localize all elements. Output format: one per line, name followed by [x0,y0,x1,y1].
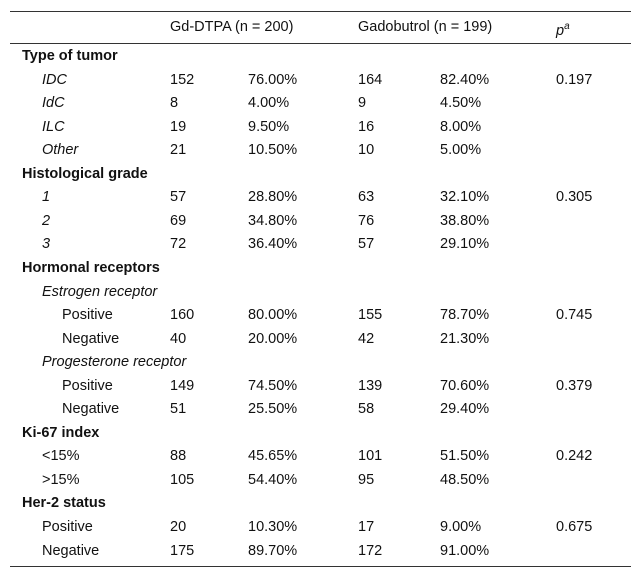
data-cell: 149 [170,377,195,394]
data-cell: 0.675 [556,519,593,535]
data-cell: 10.30% [248,519,298,535]
data-cell: 0.379 [556,377,593,394]
section-title: Type of tumor [22,48,118,64]
data-cell: 88 [170,448,187,465]
header-rule [10,43,631,44]
data-cell: 0.305 [556,189,593,206]
data-cell: 76.00% [248,71,298,88]
data-cell: 105 [170,471,195,488]
data-cell: 9 [358,95,367,112]
data-cell: 48.50% [440,471,490,488]
data-cell: 69 [170,212,187,229]
data-cell: 72 [170,236,187,253]
row-label: Positive [42,519,93,535]
data-cell: 29.10% [440,236,490,253]
data-cell: 9.50% [248,118,290,135]
data-cell: 0.745 [556,307,593,324]
data-cell: 28.80% [248,189,298,206]
data-cell: 29.40% [440,401,490,418]
bottom-rule [10,566,631,567]
data-cell: 82.40% [440,71,490,88]
data-cell: 10 [358,142,375,159]
data-cell: 32.10% [440,189,490,206]
group-title: Estrogen receptor [42,283,158,300]
row-label: 3 [42,236,51,253]
data-cell: 20 [170,519,187,535]
header-cell: Gd-DTPA (n = 200) [170,19,294,35]
row-label: >15% [42,471,80,488]
data-cell: 155 [358,307,383,324]
header-cell: pa [556,17,570,41]
data-cell: 51.50% [440,448,490,465]
data-cell: 42 [358,330,375,347]
data-cell: 175 [170,542,195,559]
row-label: IdC [42,95,65,112]
data-cell: 160 [170,307,195,324]
row-label: 2 [42,212,51,229]
data-cell: 4.00% [248,95,290,112]
data-cell: 63 [358,189,375,206]
data-cell: 89.70% [248,542,298,559]
row-label: Other [42,142,79,159]
row-label: Negative [42,542,100,559]
data-cell: 10.50% [248,142,298,159]
row-label: ILC [42,118,65,135]
data-cell: 20.00% [248,330,298,347]
data-cell: 172 [358,542,383,559]
data-cell: 40 [170,330,187,347]
data-cell: 0.242 [556,448,593,465]
section-title: Her-2 status [22,495,106,512]
section-title: Hormonal receptors [22,259,160,276]
data-cell: 101 [358,448,383,465]
data-cell: 34.80% [248,212,298,229]
row-label: 1 [42,189,51,206]
data-cell: 8 [170,95,179,112]
data-cell: 21.30% [440,330,490,347]
row-label: Negative [62,401,120,418]
row-label: Negative [62,330,120,347]
p-label: p [556,22,565,39]
data-cell: 8.00% [440,118,482,135]
row-label: <15% [42,448,80,465]
data-cell: 58 [358,401,375,418]
section-title: Ki-67 index [22,424,100,441]
data-cell: 78.70% [440,307,490,324]
data-cell: 25.50% [248,401,298,418]
section-title: Histological grade [22,165,148,182]
data-cell: 54.40% [248,471,298,488]
data-cell: 76 [358,212,375,229]
top-rule [10,11,631,12]
data-cell: 57 [170,189,187,206]
data-cell: 57 [358,236,375,253]
data-cell: 9.00% [440,519,482,535]
data-cell: 74.50% [248,377,298,394]
group-title: Progesterone receptor [42,354,187,371]
data-cell: 45.65% [248,448,298,465]
data-cell: 21 [170,142,187,159]
row-label: Positive [62,307,113,324]
data-cell: 19 [170,118,187,135]
data-cell: 51 [170,401,187,418]
header-cell: Gadobutrol (n = 199) [358,19,493,35]
data-cell: 38.80% [440,212,490,229]
data-cell: 17 [358,519,375,535]
data-cell: 16 [358,118,375,135]
data-cell: 91.00% [440,542,490,559]
data-cell: 4.50% [440,95,482,112]
data-cell: 0.197 [556,71,593,88]
data-cell: 139 [358,377,383,394]
data-cell: 95 [358,471,375,488]
data-cell: 70.60% [440,377,490,394]
data-cell: 164 [358,71,383,88]
data-cell: 152 [170,71,195,88]
row-label: IDC [42,71,67,88]
data-cell: 80.00% [248,307,298,324]
data-cell: 36.40% [248,236,298,253]
data-cell: 5.00% [440,142,482,159]
p-footnote: a [564,21,570,32]
row-label: Positive [62,377,113,394]
